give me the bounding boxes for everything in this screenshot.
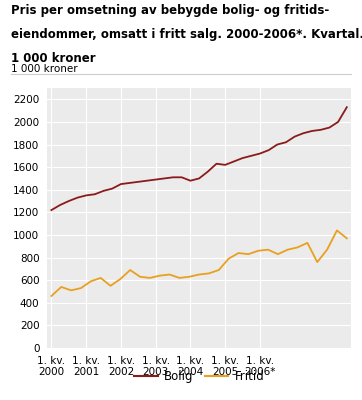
Fritid (138, 274, 142, 279)
Fritid (49, 294, 54, 298)
Fritid (89, 279, 93, 284)
Bolig (171, 175, 175, 180)
Bolig (58, 202, 62, 207)
Fritid (276, 252, 280, 256)
Bolig (75, 195, 80, 200)
Bolig (67, 199, 71, 204)
Fritid (128, 268, 132, 272)
Bolig (327, 125, 332, 130)
Fritid (335, 228, 339, 233)
Fritid (266, 247, 270, 252)
Bolig (345, 105, 349, 110)
Fritid (98, 276, 103, 280)
Bolig (93, 192, 97, 197)
Bolig (336, 120, 340, 124)
Bolig (110, 186, 114, 191)
Bolig (101, 188, 106, 193)
Fritid (157, 273, 162, 278)
Bolig (119, 182, 123, 186)
Bolig (284, 140, 288, 145)
Fritid (187, 274, 191, 279)
Fritid (286, 247, 290, 252)
Fritid (69, 288, 73, 293)
Fritid (118, 277, 122, 282)
Fritid (295, 245, 300, 250)
Bolig (153, 177, 158, 182)
Bolig (180, 175, 184, 180)
Fritid (315, 260, 319, 264)
Line: Bolig: Bolig (51, 107, 347, 210)
Bolig (258, 151, 262, 156)
Legend: Bolig, Fritid: Bolig, Fritid (129, 365, 269, 388)
Bolig (214, 161, 219, 166)
Fritid (79, 286, 83, 290)
Fritid (148, 276, 152, 280)
Bolig (145, 178, 149, 183)
Fritid (305, 240, 310, 245)
Bolig (275, 142, 279, 147)
Text: eiendommer, omsatt i fritt salg. 2000-2006*. Kvartal.: eiendommer, omsatt i fritt salg. 2000-20… (11, 28, 362, 41)
Fritid (345, 236, 349, 241)
Text: 1 000 kroner: 1 000 kroner (11, 64, 77, 74)
Fritid (197, 272, 201, 277)
Bolig (266, 148, 271, 152)
Fritid (236, 251, 241, 256)
Fritid (167, 272, 172, 277)
Bolig (310, 128, 314, 133)
Bolig (206, 169, 210, 174)
Bolig (249, 154, 253, 158)
Fritid (108, 284, 113, 288)
Bolig (223, 162, 227, 167)
Bolig (84, 193, 88, 198)
Fritid (256, 248, 260, 253)
Text: 1 000 kroner: 1 000 kroner (11, 52, 96, 65)
Text: Pris per omsetning av bebygde bolig- og fritids-: Pris per omsetning av bebygde bolig- og … (11, 4, 329, 17)
Fritid (325, 247, 329, 252)
Fritid (177, 276, 182, 280)
Bolig (232, 159, 236, 164)
Bolig (197, 176, 201, 181)
Fritid (59, 284, 63, 289)
Fritid (227, 256, 231, 261)
Line: Fritid: Fritid (51, 230, 347, 296)
Fritid (216, 268, 221, 272)
Bolig (162, 176, 167, 181)
Bolig (301, 131, 306, 136)
Fritid (246, 252, 251, 256)
Fritid (207, 271, 211, 276)
Bolig (188, 178, 193, 183)
Bolig (49, 208, 54, 212)
Bolig (319, 128, 323, 132)
Bolig (240, 156, 245, 160)
Bolig (292, 134, 297, 139)
Bolig (136, 180, 140, 184)
Bolig (127, 180, 132, 185)
